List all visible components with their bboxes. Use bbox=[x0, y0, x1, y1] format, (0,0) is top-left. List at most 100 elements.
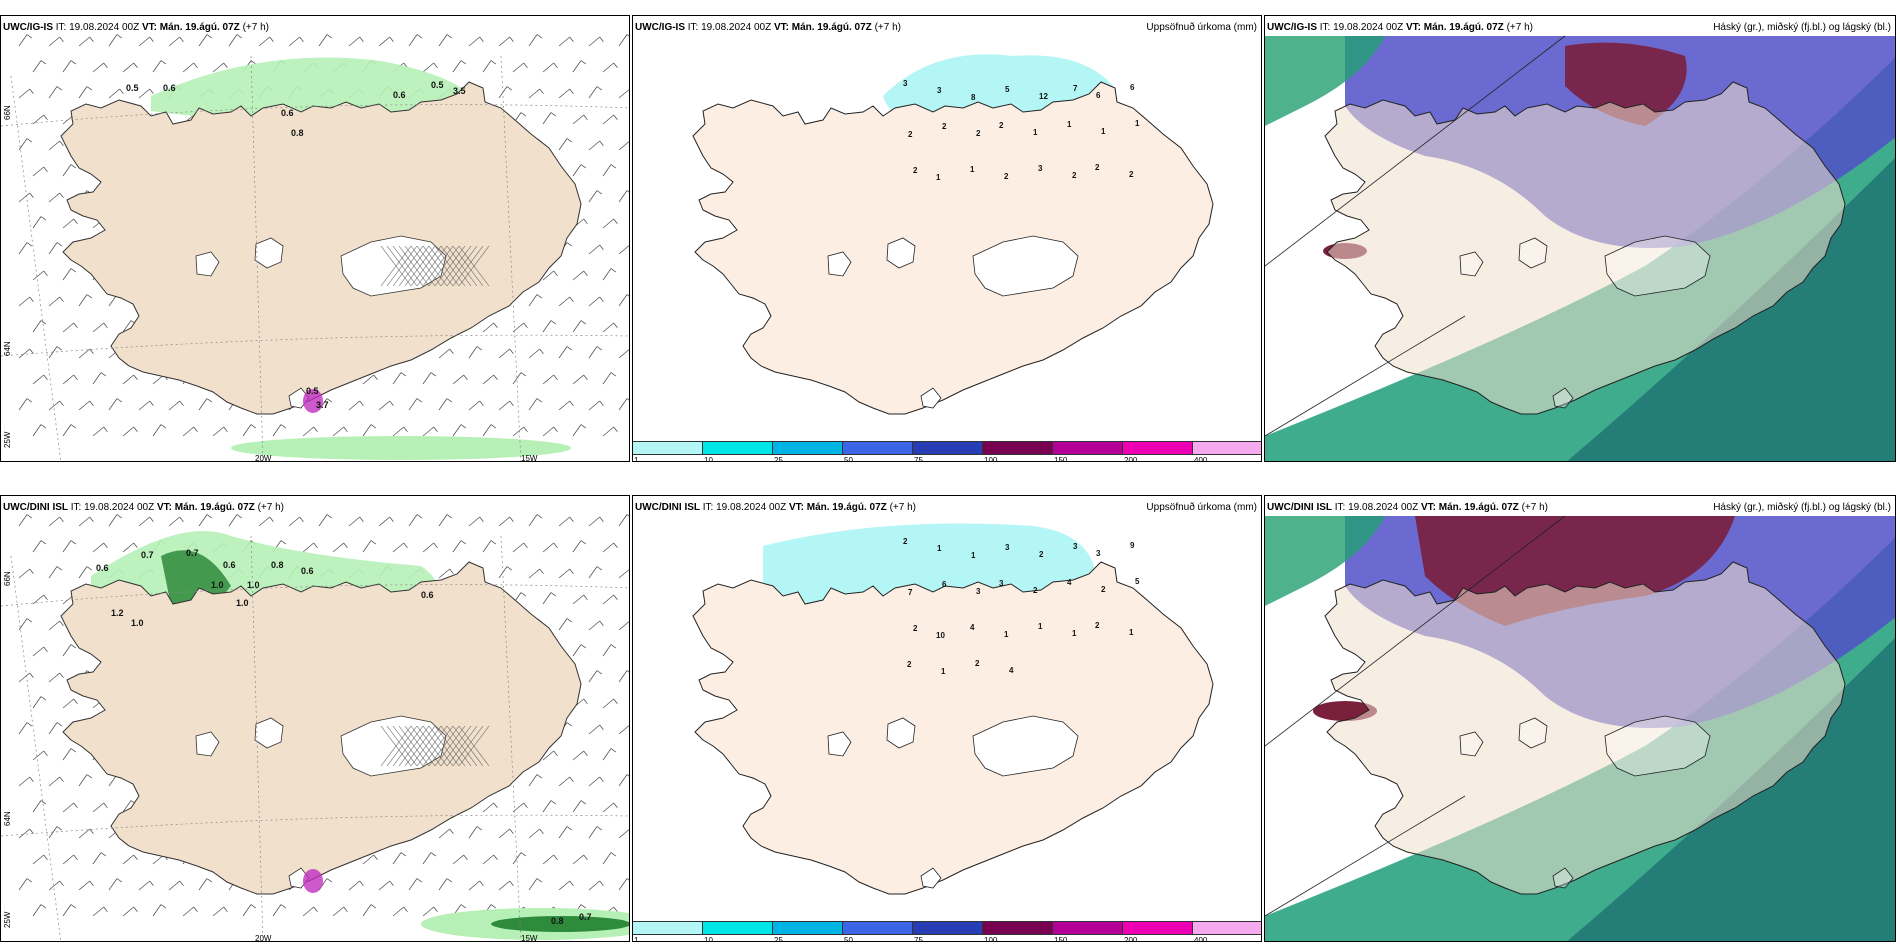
panel-header: UWC/DINI ISL IT: 19.08.2024 00Z VT: Mán.… bbox=[635, 502, 916, 513]
precip-value-label: 0.5 bbox=[126, 83, 139, 93]
it-value: 19.08.2024 00Z bbox=[1348, 502, 1419, 513]
colorbar-tick-label: 400 bbox=[1194, 456, 1208, 462]
colorbar-segment bbox=[773, 441, 843, 455]
it-label: IT: bbox=[70, 502, 82, 513]
accum-value-label: 3 bbox=[903, 79, 908, 88]
colorbar-segment bbox=[1193, 441, 1261, 455]
precip-value-label: 0.6 bbox=[421, 590, 434, 600]
accum-value-label: 3 bbox=[1096, 549, 1101, 558]
accum-value-label: 1 bbox=[970, 165, 975, 174]
accum-value-label: 3 bbox=[1005, 543, 1010, 552]
accum-value-label: 5 bbox=[1135, 577, 1140, 586]
accum-value-label: 4 bbox=[1009, 666, 1014, 675]
accum-value-label: 6 bbox=[1096, 91, 1101, 100]
colorbar-tick-label: 150 bbox=[1054, 456, 1068, 462]
colorbar-tick-label: 200 bbox=[1124, 936, 1138, 942]
accum-value-label: 2 bbox=[908, 130, 913, 139]
accum-value-label: 7 bbox=[1073, 84, 1078, 93]
it-label: IT: bbox=[687, 22, 699, 33]
colorbar-tick-label: 200 bbox=[1124, 456, 1138, 462]
accum-value-label: 1 bbox=[1067, 120, 1072, 129]
model-name: UWC/IG-IS bbox=[3, 22, 53, 33]
precip-value-label: 0.6 bbox=[163, 83, 176, 93]
colorbar-segment bbox=[703, 921, 773, 935]
model-name: UWC/DINI ISL bbox=[3, 502, 68, 513]
accum-value-label: 2 bbox=[999, 121, 1004, 130]
lat-label-64: 64N bbox=[3, 811, 12, 826]
it-label: IT: bbox=[55, 22, 67, 33]
accum-value-label: 1 bbox=[1072, 629, 1077, 638]
colorbar-tick-label: 150 bbox=[1054, 936, 1068, 942]
accum-value-label: 2 bbox=[903, 537, 908, 546]
panel-accum-precip-bottom: UWC/DINI ISL IT: 19.08.2024 00Z VT: Mán.… bbox=[632, 495, 1262, 942]
model-name: UWC/DINI ISL bbox=[635, 502, 700, 513]
it-value: 19.08.2024 00Z bbox=[69, 22, 140, 33]
colorbar-segment bbox=[703, 441, 773, 455]
accum-value-label: 2 bbox=[913, 624, 918, 633]
vt-value: Mán. 19.ágú. 07Z bbox=[159, 22, 240, 33]
accum-value-label: 2 bbox=[1072, 171, 1077, 180]
accum-value-label: 1 bbox=[1129, 628, 1134, 637]
panel-header: UWC/DINI ISL IT: 19.08.2024 00Z VT: Mán.… bbox=[3, 502, 284, 513]
lead-time: (+7 h) bbox=[257, 502, 284, 513]
it-value: 19.08.2024 00Z bbox=[716, 502, 787, 513]
wind-barb-map: 0.5 0.6 0.6 0.8 0.5 3.5 0.6 0.5 3.7 bbox=[1, 34, 629, 461]
vt-label: VT: bbox=[141, 22, 157, 33]
colorbar-segment bbox=[633, 921, 703, 935]
accum-value-label: 1 bbox=[1101, 127, 1106, 136]
panel-title: Háský (gr.), miðský (fj.bl.) og lágský (… bbox=[1713, 22, 1891, 33]
it-value: 19.08.2024 00Z bbox=[1333, 22, 1404, 33]
colorbar-segment bbox=[1193, 921, 1261, 935]
lat-label-66: 66N bbox=[3, 571, 12, 586]
colorbar-tick-label: 75 bbox=[914, 936, 923, 942]
cloud-cover-map bbox=[1265, 16, 1895, 461]
precip-value-label: 0.7 bbox=[186, 548, 199, 558]
it-label: IT: bbox=[1334, 502, 1346, 513]
lon-label-15: 15W bbox=[521, 934, 538, 942]
colorbar: 1 10 25 50 75 100 150 200 400 bbox=[633, 441, 1261, 462]
precip-value-label: 1.0 bbox=[236, 598, 249, 608]
cloud-cover-map bbox=[1265, 496, 1895, 941]
accum-value-label: 6 bbox=[1130, 83, 1135, 92]
panel-title: Uppsöfnuð úrkoma (mm) bbox=[1146, 22, 1257, 33]
colorbar-segment bbox=[913, 441, 983, 455]
panel-header: UWC/IG-IS IT: 19.08.2024 00Z VT: Mán. 19… bbox=[635, 22, 901, 33]
precip-value-label: 0.8 bbox=[271, 560, 284, 570]
colorbar: 1 10 25 50 75 100 150 200 400 bbox=[633, 921, 1261, 942]
vt-label: VT: bbox=[156, 502, 172, 513]
panel-accum-precip-top: UWC/IG-IS IT: 19.08.2024 00Z VT: Mán. 19… bbox=[632, 15, 1262, 462]
accum-value-label: 1 bbox=[1033, 128, 1038, 137]
vt-value: Mán. 19.ágú. 07Z bbox=[174, 502, 255, 513]
accum-value-label: 3 bbox=[999, 579, 1004, 588]
colorbar-segment bbox=[983, 921, 1053, 935]
accum-value-label: 2 bbox=[976, 129, 981, 138]
colorbar-segment bbox=[773, 921, 843, 935]
precip-value-label: 1.0 bbox=[247, 580, 260, 590]
colorbar-tick-label: 50 bbox=[844, 456, 853, 462]
vt-value: Mán. 19.ágú. 07Z bbox=[791, 22, 872, 33]
lon-label-25: 25W bbox=[3, 911, 12, 928]
colorbar-segment bbox=[1053, 921, 1123, 935]
accum-value-label: 3 bbox=[1073, 542, 1078, 551]
accum-value-label: 1 bbox=[936, 173, 941, 182]
it-label: IT: bbox=[702, 502, 714, 513]
lead-time: (+7 h) bbox=[874, 22, 901, 33]
colorbar-tick-label: 50 bbox=[844, 936, 853, 942]
panel-wind-precip-top: UWC/IG-IS IT: 19.08.2024 00Z VT: Mán. 19… bbox=[0, 15, 630, 462]
precip-value-label: 0.8 bbox=[291, 128, 304, 138]
colorbar-tick-label: 1 bbox=[634, 456, 639, 462]
precip-value-label: 0.5 bbox=[306, 386, 319, 396]
precip-value-label: 1.0 bbox=[131, 618, 144, 628]
colorbar-segment bbox=[1123, 441, 1193, 455]
wind-barb-map: 0.6 0.7 0.7 0.6 1.0 0.8 1.0 0.6 0.6 1.2 1.0 1.0 0.8 0… bbox=[1, 514, 629, 941]
colorbar-segment bbox=[633, 441, 703, 455]
it-value: 19.08.2024 00Z bbox=[701, 22, 772, 33]
accum-value-label: 9 bbox=[1130, 541, 1135, 550]
accum-value-label: 8 bbox=[971, 93, 976, 102]
accum-value-label: 2 bbox=[1101, 585, 1106, 594]
accum-value-label: 2 bbox=[907, 660, 912, 669]
accum-value-label: 2 bbox=[942, 122, 947, 131]
model-name: UWC/DINI ISL bbox=[1267, 502, 1332, 513]
panel-header: UWC/DINI ISL IT: 19.08.2024 00Z VT: Mán.… bbox=[1267, 502, 1548, 513]
